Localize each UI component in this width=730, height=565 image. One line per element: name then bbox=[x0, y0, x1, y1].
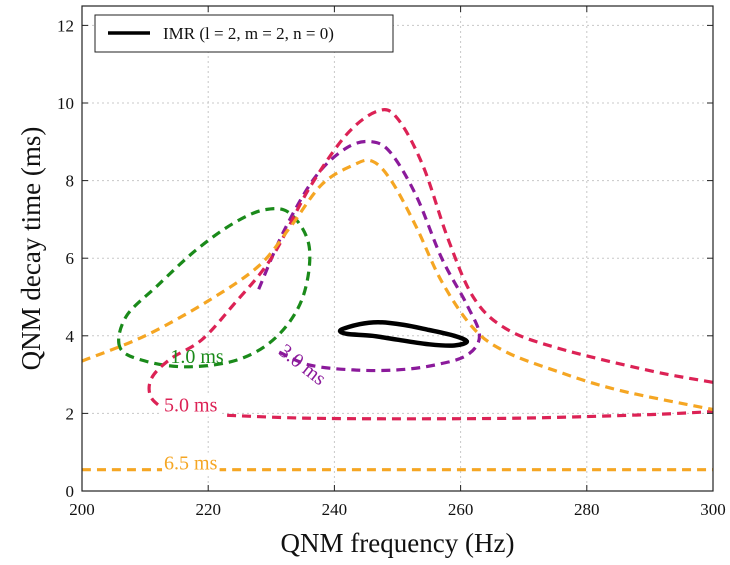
annotation-label: 5.0 ms bbox=[164, 394, 218, 416]
x-tick-label: 280 bbox=[574, 500, 600, 519]
series-line-5-0-ms bbox=[147, 108, 714, 415]
annotation-label: 3.0 ms bbox=[275, 340, 331, 390]
series-line-3-0-ms bbox=[257, 139, 482, 373]
y-tick-label: 12 bbox=[57, 16, 74, 35]
series-line-1-0-ms bbox=[117, 206, 312, 369]
annotation-label: 1.0 ms bbox=[170, 346, 224, 368]
y-tick-label: 10 bbox=[57, 94, 74, 113]
y-axis-label: QNM decay time (ms) bbox=[16, 127, 46, 371]
x-tick-label: 220 bbox=[195, 500, 221, 519]
grid bbox=[82, 6, 713, 491]
x-tick-label: 300 bbox=[700, 500, 726, 519]
y-tick-label: 6 bbox=[66, 249, 75, 268]
annotation-bg bbox=[162, 394, 220, 417]
x-tick-label: 240 bbox=[322, 500, 348, 519]
series-layer bbox=[81, 108, 714, 472]
series-line-6-5-ms bbox=[81, 158, 714, 412]
plot-frame bbox=[81, 5, 714, 492]
annotation-bg bbox=[162, 452, 220, 475]
legend-entry-imr: IMR (l = 2, m = 2, n = 0) bbox=[163, 24, 334, 43]
annotation-label: 6.5 ms bbox=[164, 453, 218, 475]
series-line-imr-l-2-m-2-n-0 bbox=[337, 319, 470, 348]
series-line-5-0-ms-lower-branch bbox=[227, 409, 714, 421]
legend: IMR (l = 2, m = 2, n = 0) bbox=[94, 14, 394, 53]
y-tick-label: 0 bbox=[66, 482, 75, 501]
y-tick-label: 8 bbox=[66, 172, 75, 191]
x-tick-label: 200 bbox=[69, 500, 95, 519]
x-tick-label: 260 bbox=[448, 500, 474, 519]
y-tick-label: 4 bbox=[66, 327, 75, 346]
y-tick-label: 2 bbox=[66, 404, 75, 423]
annotations: 1.0 ms 3.0 ms 5.0 ms 6.5 ms bbox=[162, 340, 330, 475]
x-axis-label: QNM frequency (Hz) bbox=[281, 528, 515, 558]
ticks: 200 220 240 260 280 300 0 2 4 6 8 10 12 bbox=[57, 6, 726, 519]
